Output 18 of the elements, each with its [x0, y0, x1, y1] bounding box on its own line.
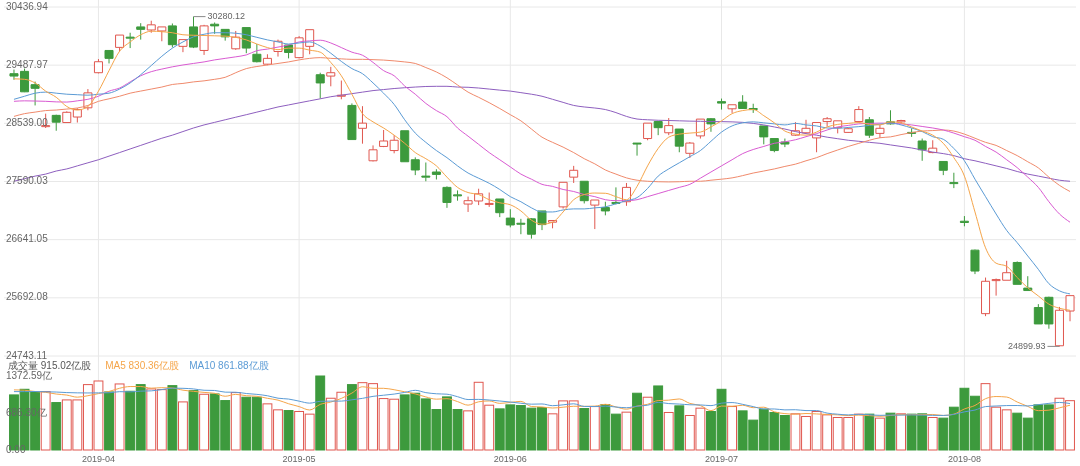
- annotation: 30280.12: [207, 10, 246, 21]
- x-tick-label: 2019-08: [947, 454, 981, 465]
- series-label: MA5 830.36亿股: [105, 359, 180, 371]
- x-tick-label: 2019-05: [282, 454, 316, 465]
- y-tick-label: 0.00: [6, 443, 26, 455]
- y-tick-label: 29487.97: [6, 58, 49, 70]
- y-tick-label: 25692.08: [6, 291, 49, 303]
- y-tick-label: 26641.05: [6, 233, 49, 245]
- y-tick-label: 27590.03: [6, 175, 49, 187]
- x-tick-label: 2019-04: [81, 454, 115, 465]
- x-tick-label: 2019-06: [493, 454, 527, 465]
- series-label: 成交量 915.02亿股: [8, 359, 92, 371]
- y-tick-label: 24743.11: [6, 349, 48, 361]
- y-tick-label: 30436.94: [6, 0, 49, 12]
- series-label: MA10 861.88亿股: [189, 359, 269, 371]
- x-tick-label: 2019-07: [705, 454, 739, 465]
- y-tick-label: 1372.59亿: [6, 369, 53, 381]
- annotation: 24899.93: [1007, 340, 1046, 351]
